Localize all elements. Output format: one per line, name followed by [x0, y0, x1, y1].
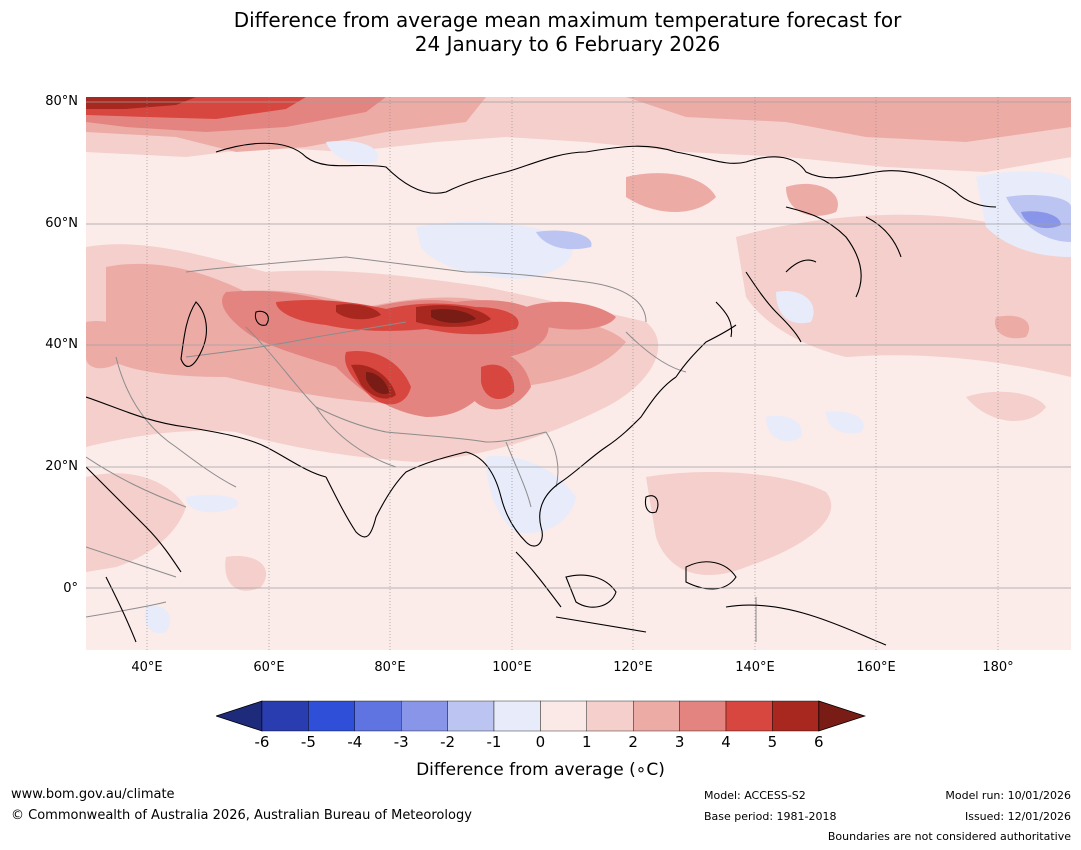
coastlines [86, 142, 997, 646]
map-svg [86, 97, 1071, 650]
temperature-anomaly-map [86, 97, 1071, 650]
lon-label-160e: 160°E [856, 660, 896, 675]
lat-label-20n: 20°N [45, 459, 78, 474]
colorbar-tick-label: -1 [486, 733, 502, 751]
footer-copyright: © Commonwealth of Australia 2026, Austra… [11, 808, 472, 823]
colorbar-extend-high [818, 700, 866, 732]
colorbar-tick-label: -5 [300, 733, 316, 751]
footer-model-run: Model run: 10/01/2026 [945, 789, 1071, 802]
lat-label-60n: 60°N [45, 216, 78, 231]
colorbar-tick-label: 3 [674, 733, 685, 751]
colorbar-tick-label: -3 [393, 733, 409, 751]
colorbar-segment [540, 700, 587, 732]
colorbar-segment [447, 700, 495, 732]
lon-label-80e: 80°E [374, 660, 406, 675]
colorbar-segment [308, 700, 356, 732]
lon-label-40e: 40°E [131, 660, 163, 675]
colorbar-segment [772, 700, 820, 732]
footer-disclaimer: Boundaries are not considered authoritat… [827, 830, 1071, 843]
colorbar-segment [725, 700, 773, 732]
colorbar-tick-label: 5 [767, 733, 778, 751]
colorbar-label: Difference from average (∘C) [416, 760, 665, 780]
map-title: Difference from average mean maximum tem… [0, 8, 1081, 56]
footer-issued: Issued: 12/01/2026 [964, 810, 1071, 823]
colorbar [216, 700, 866, 732]
colorbar-segment [586, 700, 634, 732]
lat-label-0: 0° [63, 581, 78, 596]
colorbar-segment [400, 700, 448, 732]
colorbar-segment [493, 700, 541, 732]
lon-label-100e: 100°E [492, 660, 532, 675]
colorbar-tick-label: 2 [628, 733, 638, 751]
colorbar-segment [633, 700, 680, 732]
footer-model: Model: ACCESS-S2 [704, 789, 806, 802]
lon-label-140e: 140°E [735, 660, 775, 675]
anomaly-zones-minus-1 [144, 140, 1071, 634]
colorbar-tick-label: -2 [440, 733, 456, 751]
colorbar-tick-label: -6 [254, 733, 270, 751]
lat-label-40n: 40°N [45, 337, 78, 352]
title-line-2: 24 January to 6 February 2026 [414, 32, 721, 56]
colorbar-segment [261, 700, 309, 732]
colorbar-tick-label: 0 [535, 733, 546, 751]
anomaly-zones-plus-6 [366, 309, 476, 395]
graticule [146, 97, 999, 650]
latitude-lines [86, 101, 1071, 589]
footer-website[interactable]: www.bom.gov.au/climate [11, 787, 175, 802]
colorbar-segment [354, 700, 402, 732]
lat-label-80n: 80°N [45, 94, 78, 109]
colorbar-segment [679, 700, 727, 732]
colorbar-tick-label: -4 [347, 733, 363, 751]
title-line-1: Difference from average mean maximum tem… [233, 8, 902, 32]
colorbar-tick-label: 1 [582, 733, 592, 751]
footer-base-period: Base period: 1981-2018 [704, 810, 837, 823]
lon-label-120e: 120°E [613, 660, 653, 675]
lon-label-180: 180° [982, 660, 1014, 675]
colorbar-tick-label: 4 [721, 733, 731, 751]
colorbar-tick-label: 6 [814, 733, 824, 751]
lon-label-60e: 60°E [253, 660, 285, 675]
